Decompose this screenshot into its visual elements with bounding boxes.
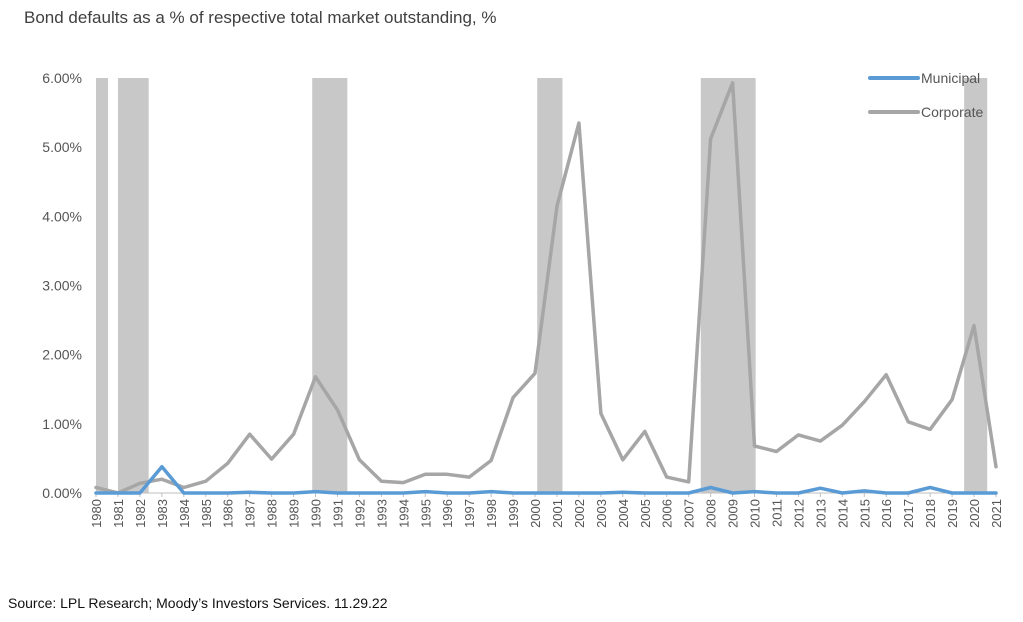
x-tick-label: 2014 (835, 499, 850, 528)
y-tick-label: 3.00% (42, 278, 82, 294)
x-tick-label: 1983 (155, 499, 170, 528)
x-tick-label: 2000 (528, 499, 543, 528)
x-tick-label: 1996 (440, 499, 455, 528)
x-tick-label: 2015 (857, 499, 872, 528)
source-note: Source: LPL Research; Moody’s Investors … (8, 595, 388, 611)
x-tick-label: 2019 (945, 499, 960, 528)
x-tick-label: 2020 (967, 499, 982, 528)
x-tick-label: 2010 (748, 499, 763, 528)
x-tick-label: 2004 (616, 499, 631, 528)
x-tick-label: 1989 (287, 499, 302, 528)
corporate-series-line (94, 81, 998, 495)
y-tick-label: 4.00% (42, 208, 82, 224)
x-tick-label: 2009 (726, 499, 741, 528)
x-tick-label: 1999 (506, 499, 521, 528)
x-tick-label: 2003 (594, 499, 609, 528)
y-tick-label: 2.00% (42, 347, 82, 363)
recession-band (96, 78, 109, 493)
x-tick-label: 1998 (484, 499, 499, 528)
axis-layer: 0.00% 1.00% 2.00% 3.00% 4.00% 5.00% 6.00% 1980 1… (42, 70, 1004, 528)
recession-band (537, 78, 563, 493)
x-tick-label: 1981 (111, 499, 126, 528)
x-tick-label: 2001 (550, 499, 565, 528)
x-tick-label: 2021 (989, 499, 1004, 528)
x-tick-label: 1992 (352, 499, 367, 528)
y-tick-label: 5.00% (42, 139, 82, 155)
x-tick-label: 1984 (177, 499, 192, 528)
y-tick-label: 1.00% (42, 416, 82, 432)
x-tick-label: 2013 (813, 499, 828, 528)
x-tick-label: 2008 (704, 499, 719, 528)
recession-shading-layer (96, 78, 988, 493)
legend: Municipal Corporate (868, 70, 983, 120)
chart-title: Bond defaults as a % of respective total… (24, 8, 497, 27)
x-tick-label: 1987 (243, 499, 258, 528)
x-tick-label: 2002 (572, 499, 587, 528)
municipal-legend-label: Municipal (921, 70, 980, 86)
x-tick-label: 1991 (330, 499, 345, 528)
x-tick-label: 1997 (462, 499, 477, 528)
x-tick-label: 1995 (418, 499, 433, 528)
x-tick-label: 2005 (638, 499, 653, 528)
corporate-legend-label: Corporate (921, 104, 983, 120)
x-tick-label: 1986 (221, 499, 236, 528)
recession-band (964, 78, 988, 493)
series-layer (94, 81, 998, 495)
x-tick-label: 1988 (265, 499, 280, 528)
x-tick-label: 1982 (133, 499, 148, 528)
x-tick-label: 2011 (769, 499, 784, 527)
y-tick-label: 6.00% (42, 70, 82, 86)
x-tick-label: 2012 (791, 499, 806, 528)
x-tick-label: 1990 (309, 499, 324, 528)
y-tick-label: 0.00% (42, 485, 82, 501)
x-tick-label: 1980 (89, 499, 104, 528)
x-tick-label: 2006 (660, 499, 675, 528)
x-tick-label: 1993 (374, 499, 389, 528)
municipal-series-line (94, 464, 998, 495)
recession-band (117, 78, 149, 493)
x-tick-label: 2016 (879, 499, 894, 528)
x-tick-label: 2017 (901, 499, 916, 528)
x-tick-label: 2018 (923, 499, 938, 528)
x-tick-label: 2007 (682, 499, 697, 528)
x-tick-label: 1994 (396, 499, 411, 528)
recession-band (312, 78, 348, 493)
x-tick-label: 1985 (199, 499, 214, 528)
